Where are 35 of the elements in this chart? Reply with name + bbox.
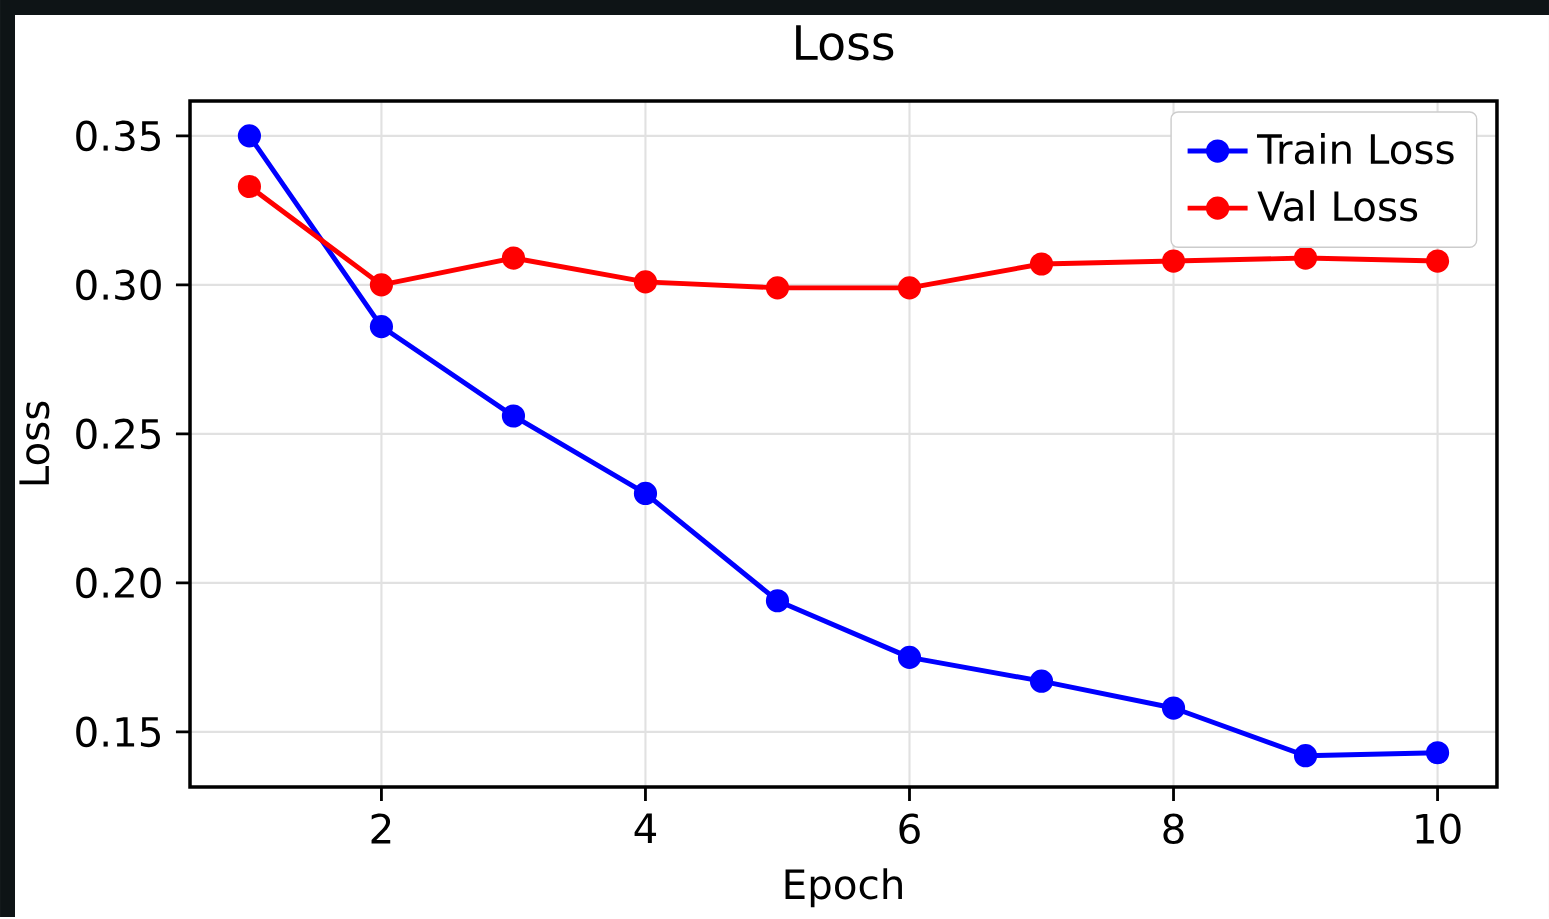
x-tick-label: 2 [371, 813, 391, 844]
point [501, 246, 526, 270]
x-tick-label: 8 [1163, 813, 1184, 845]
point [897, 276, 922, 300]
point [1029, 669, 1054, 693]
y-tick-label: 0.20 [76, 567, 161, 599]
y-tick-label: 0.25 [76, 418, 160, 450]
point [1425, 249, 1450, 273]
chart-title: Loss [796, 25, 894, 61]
point [1293, 744, 1318, 768]
legend-label: Train Loss [1256, 133, 1454, 165]
point [369, 273, 394, 297]
y-tick-label: 0.30 [76, 269, 161, 301]
y-axis-title: Loss [19, 401, 50, 485]
point [897, 645, 922, 669]
x-tick-label: 4 [634, 813, 657, 843]
y-tick-label: 0.35 [76, 120, 160, 152]
x-tick-label: 10 [1416, 813, 1461, 845]
x-axis-title: Epoch [785, 868, 902, 908]
point [633, 481, 658, 506]
point [633, 270, 658, 294]
point [1161, 249, 1186, 273]
point [1293, 246, 1318, 270]
point [237, 174, 262, 199]
point [765, 276, 790, 300]
y-tick-label: 0.15 [76, 716, 160, 748]
point [237, 124, 262, 148]
point [1161, 696, 1186, 720]
point [765, 589, 790, 613]
legend-label: Val Loss [1257, 190, 1418, 222]
point [369, 314, 394, 339]
point [1425, 741, 1450, 765]
x-tick-label: 6 [899, 813, 920, 845]
point [1029, 252, 1054, 276]
point [501, 404, 526, 428]
